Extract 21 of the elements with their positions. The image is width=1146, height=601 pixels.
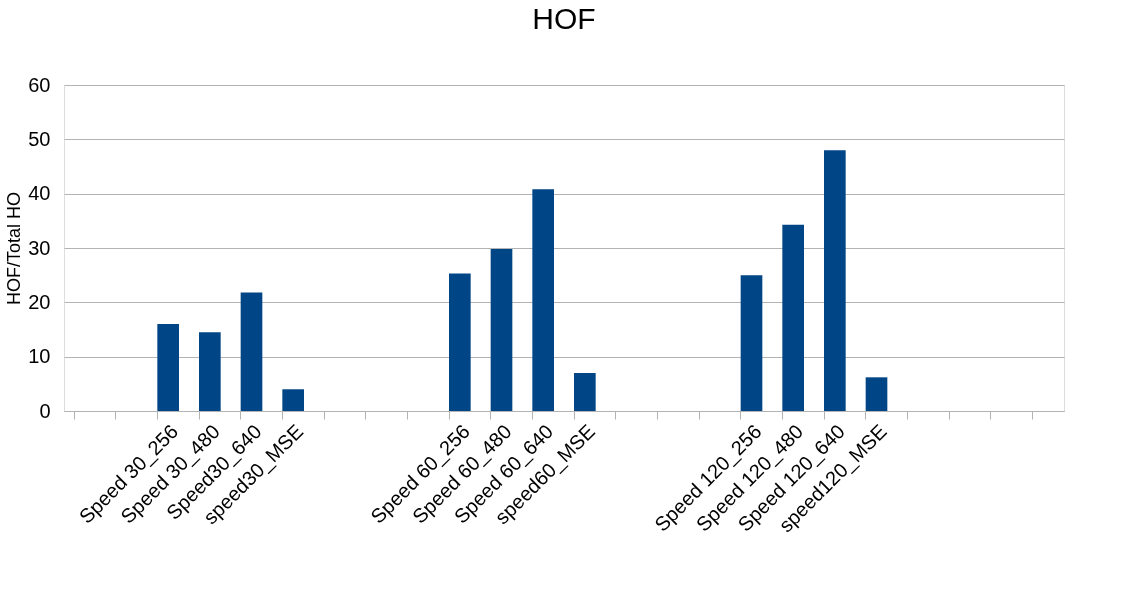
bar (740, 275, 763, 411)
bar (865, 377, 888, 411)
y-tick-label: 30 (28, 236, 51, 259)
y-tick-label: 50 (28, 127, 51, 150)
bar (240, 292, 263, 411)
y-tick-label: 10 (28, 345, 51, 368)
y-axis-title: HOF/Total HO (4, 191, 25, 306)
bar (282, 389, 304, 411)
y-tick-label: 0 (39, 399, 51, 422)
bar (532, 189, 554, 411)
bar (157, 324, 179, 411)
bar (449, 273, 471, 411)
bar (574, 372, 596, 411)
y-tick-label: 20 (28, 290, 51, 313)
y-tick-label: 40 (28, 182, 51, 205)
bar (824, 150, 846, 411)
bar (199, 332, 221, 411)
bar (490, 249, 513, 411)
bar (782, 224, 804, 411)
chart-title: HOF (532, 2, 596, 35)
y-tick-label: 60 (28, 73, 51, 96)
